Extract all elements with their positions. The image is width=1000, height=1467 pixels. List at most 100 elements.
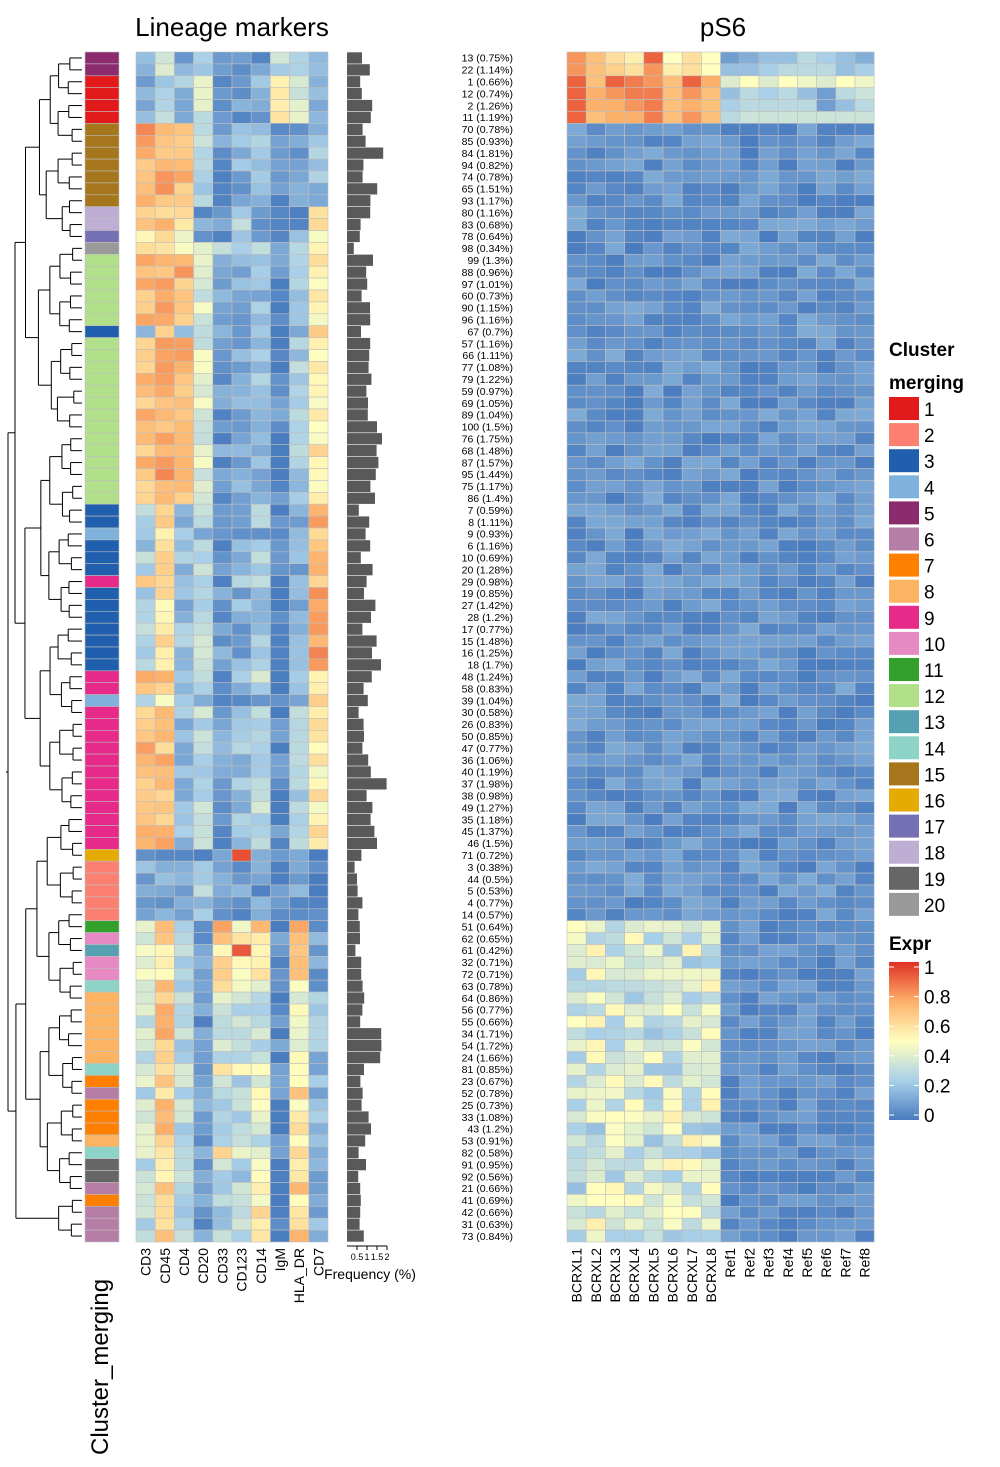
lineage-cell	[174, 920, 194, 933]
ps6-cell	[854, 372, 875, 386]
lineage-cell	[308, 337, 329, 350]
cluster-cell	[84, 872, 120, 886]
ps6-cell	[777, 503, 798, 517]
lineage-cell	[270, 610, 290, 624]
ps6-cell	[854, 1158, 875, 1171]
lineage-cell	[212, 194, 233, 208]
ps6-cell	[585, 1015, 606, 1029]
ps6-cell	[566, 908, 587, 921]
lineage-cell	[174, 729, 194, 743]
lineage-cell	[250, 682, 271, 695]
lineage-cell	[212, 1075, 233, 1088]
ps6-cell	[701, 801, 721, 814]
ps6-cell	[566, 825, 587, 838]
ps6-cell	[585, 825, 606, 838]
ps6-cell	[681, 658, 702, 672]
ps6-cell	[566, 1003, 587, 1017]
lineage-cell	[308, 872, 329, 886]
ps6-cell	[605, 1194, 625, 1207]
ps6-cell	[566, 729, 587, 743]
ps6-cell	[585, 1206, 606, 1219]
lineage-cell	[231, 706, 252, 719]
ps6-cell	[816, 1146, 837, 1160]
lineage-cell	[193, 932, 214, 945]
lineage-cell	[250, 146, 271, 160]
ps6-cell	[816, 789, 837, 802]
lineage-cell	[308, 1003, 329, 1017]
lineage-cell	[135, 1194, 156, 1207]
ps6-cell	[643, 1134, 664, 1148]
ps6-cell	[566, 765, 587, 779]
ps6-cell	[854, 634, 875, 648]
ps6-cell	[835, 432, 856, 445]
ps6-cell	[681, 539, 702, 553]
ps6-cell	[739, 515, 760, 529]
ps6-cell	[835, 789, 856, 802]
lineage-cell	[308, 301, 329, 315]
ps6-cell	[797, 123, 817, 136]
ps6-cell	[854, 729, 875, 743]
ps6-cell	[777, 789, 798, 802]
ps6-cell	[777, 622, 798, 636]
lineage-cell	[231, 468, 252, 481]
ps6-cell	[701, 1146, 721, 1160]
lineage-cell	[231, 325, 252, 338]
lineage-cell	[308, 908, 329, 921]
frequency-bar	[347, 1159, 366, 1171]
ps6-cell	[720, 825, 741, 838]
row-label: 73 (0.84%)	[462, 1231, 513, 1243]
lineage-cell	[212, 718, 233, 731]
ps6-cell	[566, 480, 587, 493]
lineage-cell	[135, 146, 156, 160]
ps6-cell	[662, 337, 683, 350]
ps6-cell	[605, 337, 625, 350]
row-label: 84 (1.81%)	[462, 148, 513, 160]
lineage-cell	[174, 587, 194, 600]
ps6-cell	[816, 1217, 837, 1231]
ps6-cell	[854, 146, 875, 160]
lineage-cell	[135, 277, 156, 291]
lineage-cell	[270, 1182, 290, 1195]
ps6-cell	[662, 1170, 683, 1183]
ps6-cell	[739, 1051, 760, 1064]
ps6-cell	[797, 789, 817, 802]
ps6-cell	[624, 765, 645, 779]
ps6-cell	[681, 1098, 702, 1112]
lineage-cell	[289, 218, 310, 231]
ps6-cell	[681, 563, 702, 576]
ps6-cell	[816, 694, 837, 707]
lineage-cell	[135, 706, 156, 719]
lineage-cell	[212, 254, 233, 267]
cluster-cell	[84, 718, 120, 731]
lineage-cell	[135, 1051, 156, 1064]
lineage-cell	[193, 944, 214, 957]
ps6-cell	[681, 372, 702, 386]
row-label: 11 (1.19%)	[462, 112, 513, 124]
frequency-bar	[347, 564, 373, 576]
ps6-cell	[701, 218, 721, 231]
lineage-cell	[193, 1075, 214, 1088]
ps6-cell	[758, 801, 779, 814]
cluster-legend-label: 12	[924, 687, 945, 708]
ps6-cell	[854, 920, 875, 933]
lineage-cell	[135, 670, 156, 683]
ps6-cell	[777, 1170, 798, 1183]
ps6-cell	[585, 1087, 606, 1100]
ps6-cell	[662, 527, 683, 541]
ps6-cell	[585, 1110, 606, 1124]
ps6-column-label: BCRXL6	[665, 1248, 681, 1303]
ps6-cell	[605, 313, 625, 326]
ps6-cell	[739, 872, 760, 886]
lineage-cell	[231, 944, 252, 957]
ps6-cell	[605, 194, 625, 208]
lineage-cell	[135, 908, 156, 921]
ps6-cell	[854, 456, 875, 469]
ps6-cell	[797, 468, 817, 481]
ps6-cell	[816, 1194, 837, 1207]
row-label: 96 (1.16%)	[462, 315, 513, 327]
ps6-cell	[585, 87, 606, 100]
lineage-cell	[250, 135, 271, 148]
ps6-cell	[777, 170, 798, 184]
ps6-cell	[739, 753, 760, 767]
ps6-cell	[797, 610, 817, 624]
